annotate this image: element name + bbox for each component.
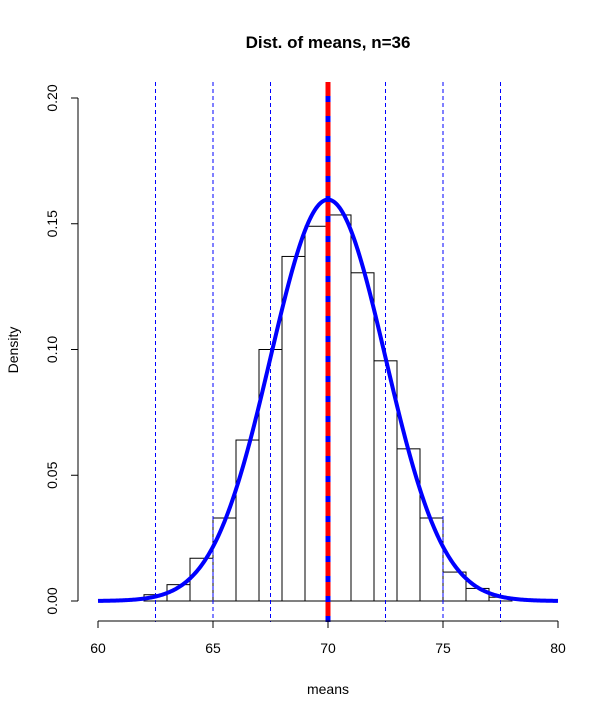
histogram-bar [327,214,352,602]
y-tick-label: 0.15 [44,210,60,237]
histogram-bar [419,517,444,602]
y-tick-label: 0.20 [44,84,60,111]
histogram-bar [212,517,237,602]
x-tick-label: 65 [205,640,221,656]
histogram-bar [235,439,260,602]
y-axis-label: Density [5,327,21,374]
histogram-bar [304,225,329,602]
histogram-bar [281,255,306,602]
x-tick-label: 80 [550,640,566,656]
x-tick-label: 75 [435,640,451,656]
x-tick-label: 60 [90,640,106,656]
histogram-bar [350,272,375,602]
x-axis-label: means [307,681,349,697]
x-tick-label: 70 [320,640,336,656]
y-tick-label: 0.05 [44,461,60,488]
y-axis: 0.00 0.05 0.10 0.15 0.20 [44,84,79,615]
y-tick-label: 0.00 [44,587,60,614]
y-tick-label: 0.10 [44,336,60,363]
x-axis: 60 65 70 75 80 [90,620,566,656]
chart-title: Dist. of means, n=36 [246,33,411,52]
